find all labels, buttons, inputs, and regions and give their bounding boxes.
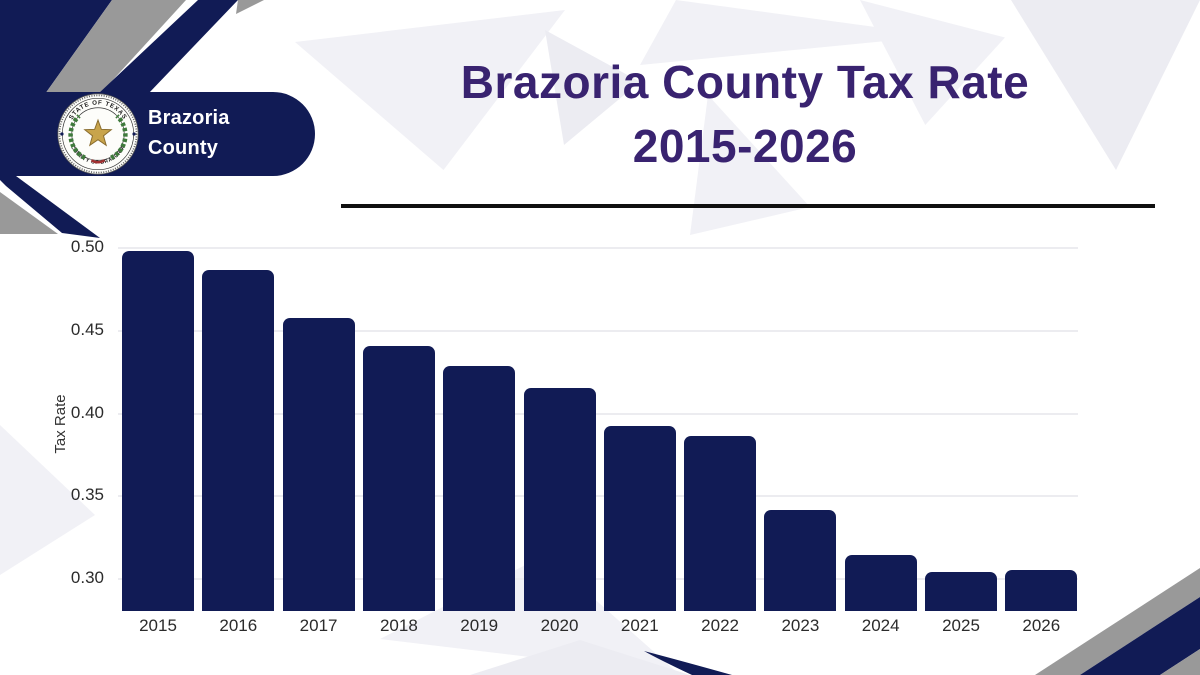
y-tick-0.40: 0.40 [70, 402, 104, 422]
bar-2019 [443, 366, 516, 611]
x-tick-2020: 2020 [540, 616, 579, 635]
gridline [118, 577, 1078, 580]
title-line-2: 2015-2026 [632, 120, 858, 172]
y-tick-0.35: 0.35 [70, 485, 104, 505]
bar-2021 [603, 425, 676, 611]
x-tick-2018: 2018 [379, 616, 418, 635]
badge-line-1: Brazoria [148, 107, 230, 129]
seal-star-icon [83, 118, 113, 147]
seal-wreath-right [110, 114, 128, 160]
bar-2026 [1005, 569, 1078, 611]
gridline [118, 247, 1078, 250]
x-tick-2016: 2016 [219, 616, 258, 635]
x-tick-2024: 2024 [861, 616, 900, 635]
gridline [118, 329, 1078, 332]
x-tick-2015: 2015 [139, 616, 177, 635]
x-tick-2021: 2021 [620, 616, 659, 635]
y-tick-0.50: 0.50 [70, 237, 104, 257]
seal-wreath-left [68, 114, 86, 160]
county-seal-icon: STATE OF TEXAS COUNTY OF BRAZORIA [57, 93, 139, 175]
badge-line-2: County [148, 137, 219, 159]
bar-2025 [925, 572, 997, 611]
seal-ribbon [90, 159, 106, 164]
bottom-swoosh-decoration [644, 651, 732, 675]
bar-2024 [844, 554, 917, 611]
bar-2018 [362, 346, 435, 611]
y-tick-0.30: 0.30 [70, 567, 104, 587]
county-badge [0, 92, 315, 176]
corner-decoration-top-left [0, 0, 264, 238]
bar-2015 [122, 251, 194, 611]
page-title: Brazoria County Tax Rate 2015-2026 [330, 50, 1160, 178]
bar-2022 [684, 435, 757, 611]
corner-decoration-bottom-right [1035, 568, 1200, 675]
title-line-1: Brazoria County Tax Rate [460, 56, 1030, 108]
bar-2016 [202, 270, 275, 611]
bar-2023 [764, 510, 837, 611]
county-badge-label: Brazoria County [148, 103, 230, 163]
gridline [118, 495, 1078, 498]
x-tick-2026: 2026 [1022, 616, 1061, 635]
x-tick-2017: 2017 [299, 616, 338, 635]
title-underline [341, 204, 1155, 208]
bar-2017 [282, 318, 355, 611]
gridline [118, 412, 1078, 415]
x-tick-2025: 2025 [942, 616, 980, 635]
x-tick-2019: 2019 [460, 616, 499, 635]
bar-2020 [523, 387, 596, 611]
y-tick-0.45: 0.45 [70, 319, 104, 339]
x-tick-2023: 2023 [781, 616, 820, 635]
x-tick-2022: 2022 [701, 616, 739, 635]
